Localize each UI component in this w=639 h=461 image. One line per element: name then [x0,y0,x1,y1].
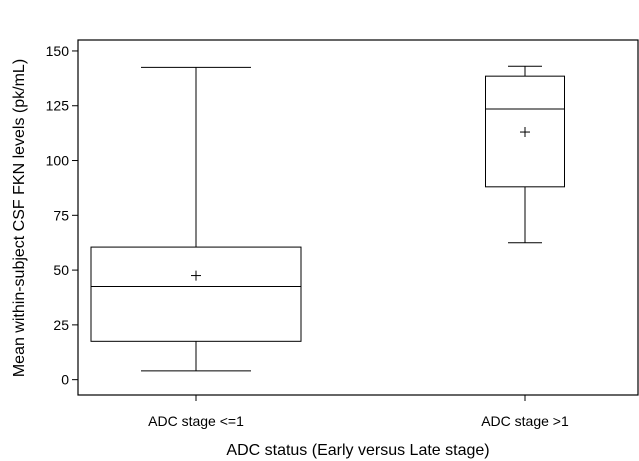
y-tick-label: 0 [61,372,69,388]
box-series [90,65,565,372]
x-tick-label: ADC stage <=1 [148,413,244,429]
y-tick-label: 125 [46,98,70,114]
y-tick-label: 75 [53,207,69,223]
y-tick-label: 50 [53,262,69,278]
x-tick-label: ADC stage >1 [481,413,569,429]
x-axis: ADC stage <=1 ADC stage >1 [148,395,569,429]
y-tick-label: 150 [46,43,70,59]
y-tick-label: 100 [46,153,70,169]
y-axis: 0 25 50 75 100 125 150 [46,43,78,388]
y-tick-label: 25 [53,317,69,333]
plot-frame [77,39,639,396]
box-1 [90,66,302,372]
box-iqr [90,246,302,342]
box-2 [485,65,565,244]
y-axis-title: Mean within-subject CSF FKN levels (pk/m… [11,59,28,377]
x-axis-title: ADC status (Early versus Late stage) [226,442,489,459]
